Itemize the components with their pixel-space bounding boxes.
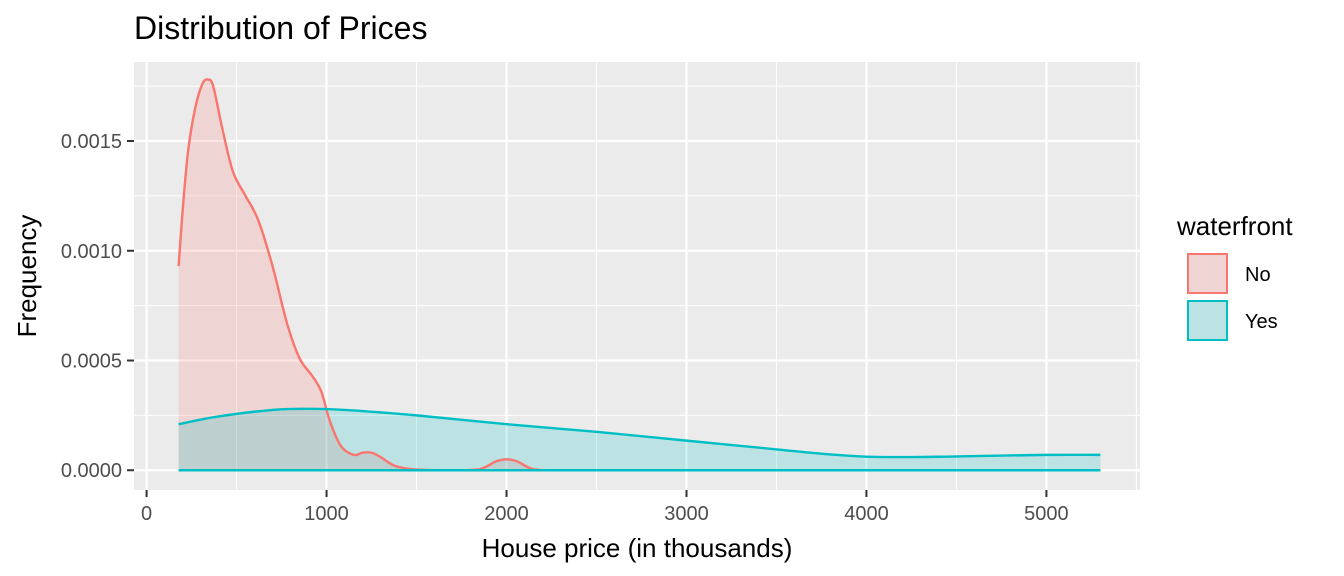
y-tick-label: 0.0015 <box>61 131 122 153</box>
legend-label-yes: Yes <box>1245 311 1278 333</box>
grid-minor <box>134 62 1140 490</box>
y-tick-label: 0.0010 <box>61 241 122 263</box>
density-lines <box>177 78 1101 472</box>
legend: waterfront No Yes <box>1176 211 1293 341</box>
plot-panel <box>134 62 1140 490</box>
legend-title: waterfront <box>1176 211 1293 241</box>
density-area-no <box>178 79 1101 471</box>
x-axis: 0 1000 2000 3000 4000 5000 <box>141 490 1069 525</box>
chart-title: Distribution of Prices <box>134 10 427 46</box>
legend-key-no <box>1187 253 1228 294</box>
legend-swatch-yes <box>1187 300 1228 341</box>
x-tick-label: 0 <box>141 503 152 525</box>
legend-item-yes: Yes <box>1187 300 1278 341</box>
x-axis-title: House price (in thousands) <box>482 533 793 563</box>
density-area-yes <box>178 408 1101 471</box>
density-line-yes <box>178 407 1101 459</box>
x-tick-label: 1000 <box>304 503 349 525</box>
x-tick-label: 2000 <box>484 503 529 525</box>
x-tick-label: 4000 <box>844 503 889 525</box>
y-tick-label: 0.0005 <box>61 351 122 373</box>
x-tick-label: 3000 <box>664 503 709 525</box>
density-areas <box>178 79 1101 471</box>
legend-swatch-no <box>1187 253 1228 294</box>
y-axis: 0.0000 0.0005 0.0010 0.0015 <box>61 131 134 482</box>
legend-item-no: No <box>1187 253 1271 294</box>
y-tick-label: 0.0000 <box>61 460 122 482</box>
legend-label-no: No <box>1245 264 1271 286</box>
y-axis-title: Frequency <box>12 215 42 338</box>
x-tick-label: 5000 <box>1024 503 1069 525</box>
legend-key-yes <box>1187 300 1228 341</box>
